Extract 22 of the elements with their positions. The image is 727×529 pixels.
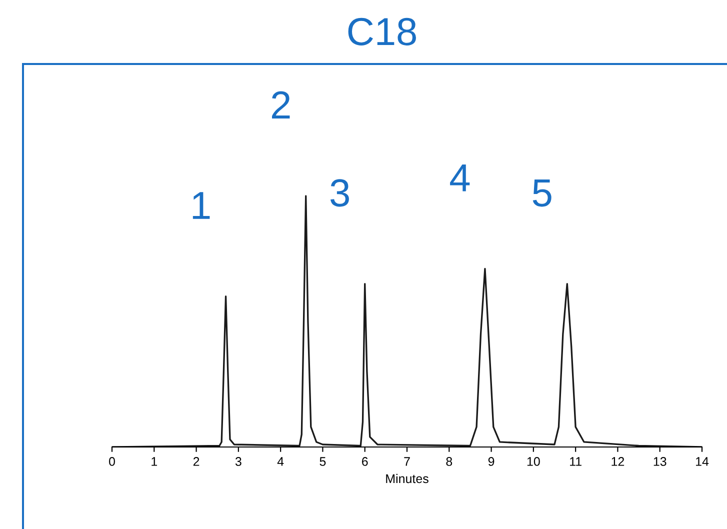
- annotation: 4: [450, 164, 470, 192]
- chart-title: C18: [348, 18, 416, 46]
- x-axis-title: Minutes: [386, 474, 428, 484]
- x-tick-label: 10: [527, 457, 540, 466]
- x-tick-label: 1: [152, 457, 158, 466]
- x-tick-label: 12: [612, 457, 624, 466]
- x-tick-label: 7: [404, 457, 410, 466]
- x-tick-label: 5: [320, 457, 326, 466]
- x-tick-label: 4: [277, 457, 284, 466]
- x-tick-label: 13: [654, 457, 666, 466]
- x-tick-label: 11: [570, 457, 582, 466]
- annotation: 5: [532, 180, 552, 207]
- x-tick-label: 14: [696, 457, 709, 466]
- x-tick-label: 3: [235, 457, 242, 466]
- x-tick-label: 0: [109, 457, 115, 466]
- x-tick-label: 6: [362, 457, 368, 466]
- annotation: 3: [330, 179, 349, 207]
- annotation: 1: [192, 192, 210, 219]
- x-tick-label: 2: [193, 457, 200, 466]
- x-tick-label: 8: [446, 457, 452, 466]
- x-tick-label: 9: [488, 457, 494, 466]
- annotation: 2: [272, 91, 290, 118]
